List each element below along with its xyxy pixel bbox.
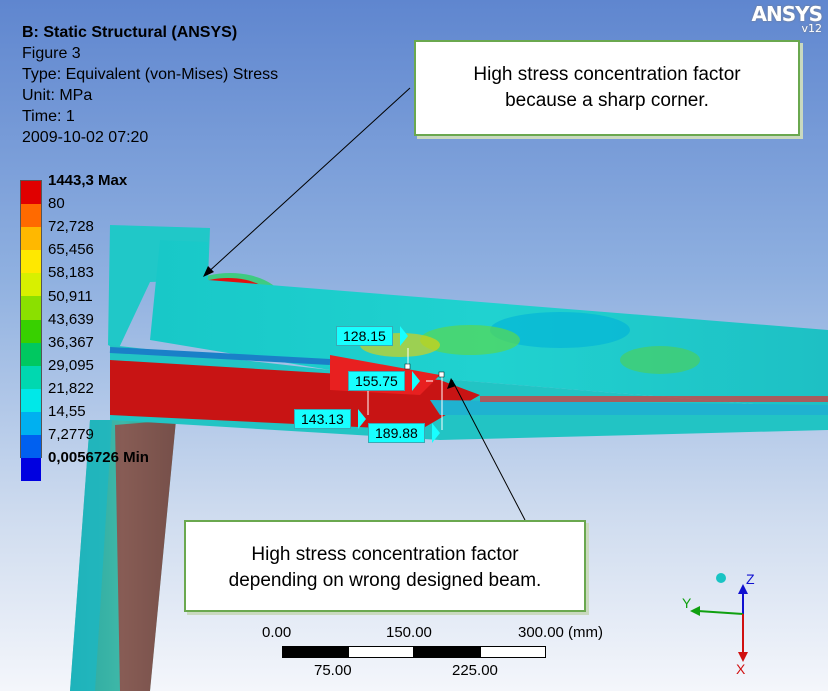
callout-wrong-beam: High stress concentration factor dependi… <box>184 520 586 612</box>
result-time: Time: 1 <box>22 108 75 125</box>
result-info: B: Static Structural (ANSYS) Figure 3 Ty… <box>22 22 278 148</box>
logo-brand: ANSYS <box>751 2 823 26</box>
legend-label: 21,822 <box>48 379 94 397</box>
scale-label: 0.00 <box>262 624 292 641</box>
bottom-callout-pointer <box>451 379 526 521</box>
inner-flange <box>109 347 331 365</box>
legend-color-band <box>21 342 41 366</box>
analysis-title: B: Static Structural (ANSYS) <box>22 24 238 41</box>
figure-label: Figure 3 <box>22 45 81 62</box>
callout-sharp-corner-line2: because a sharp corner. <box>505 90 709 111</box>
legend-color-band <box>21 273 41 297</box>
probe-pointer <box>358 409 366 429</box>
y-axis-line <box>697 610 744 615</box>
x-axis-label: X <box>736 661 746 676</box>
legend-label: 0,0056726 Min <box>48 449 149 467</box>
probe-label[interactable]: 143.13 <box>294 409 351 429</box>
callout-wrong-beam-line1: High stress concentration factor <box>251 544 519 565</box>
y-axis-arrow <box>690 606 700 616</box>
top-callout-arrowhead <box>203 266 214 277</box>
probe-label[interactable]: 128.15 <box>336 326 393 346</box>
legend-label: 65,456 <box>48 241 94 259</box>
beam-top-face <box>150 240 828 410</box>
scale-label: 150.00 <box>386 624 432 641</box>
result-unit: Unit: MPa <box>22 87 93 104</box>
legend-color-bar <box>20 180 42 482</box>
probe-label[interactable]: 155.75 <box>348 371 405 391</box>
legend-color-band <box>21 181 41 205</box>
top-callout-pointer <box>204 87 411 276</box>
z-axis-arrow <box>738 584 748 594</box>
legend-color-band <box>21 388 41 412</box>
bottom-callout-arrowhead <box>447 378 456 389</box>
callout-sharp-corner-line1: High stress concentration factor <box>473 64 741 85</box>
y-axis-label: Y <box>682 595 692 611</box>
scale-bar: 0.00 150.00 300.00 (mm) 75.00 225.00 <box>262 624 603 684</box>
legend-label: 50,911 <box>48 287 93 305</box>
scale-segment <box>348 646 414 658</box>
scale-label: 300.00 (mm) <box>518 624 604 641</box>
legend-label: 1443,3 Max <box>48 172 128 189</box>
legend-color-band <box>21 319 41 343</box>
scale-segment <box>414 646 480 658</box>
probe-pointer <box>432 423 440 443</box>
legend-color-band <box>21 227 41 251</box>
result-timestamp: 2009-10-02 07:20 <box>22 129 149 146</box>
probe-label[interactable]: 189.88 <box>368 423 425 443</box>
legend-color-band <box>21 458 41 482</box>
callout-wrong-beam-line2: depending on wrong designed beam. <box>228 570 542 591</box>
legend-label: 58,183 <box>48 264 94 282</box>
legend-color-band <box>21 365 41 389</box>
vertical-leg <box>70 420 176 691</box>
x-axis-arrow <box>738 652 748 662</box>
legend-label: 7,2779 <box>48 426 94 444</box>
legend-color-band <box>21 435 41 459</box>
ansys-logo: ANSYS v12 <box>751 2 823 35</box>
legend-label: 36,367 <box>48 333 94 351</box>
legend-label: 72,728 <box>48 218 94 236</box>
legend-label: 43,639 <box>48 310 94 328</box>
legend-label: 80 <box>48 195 65 213</box>
callout-sharp-corner: High stress concentration factor because… <box>414 40 800 136</box>
probe-pointer <box>412 371 420 391</box>
scale-segment <box>282 646 348 658</box>
logo-version: v12 <box>801 22 822 35</box>
z-axis-label: Z <box>746 571 755 587</box>
legend-label: 14,55 <box>48 403 86 420</box>
legend-label: 29,095 <box>48 356 94 374</box>
probe-pointer <box>400 326 408 346</box>
coordinate-triad[interactable]: Z Y X <box>676 566 766 676</box>
scale-label: 225.00 <box>452 662 498 679</box>
probe-point-2 <box>438 371 445 378</box>
legend-color-band <box>21 204 41 228</box>
triad-origin-ball <box>716 573 726 583</box>
legend-color-band <box>21 296 41 320</box>
probe-point-1 <box>404 363 411 370</box>
result-type: Type: Equivalent (von-Mises) Stress <box>22 66 279 83</box>
legend-color-band <box>21 411 41 436</box>
legend-color-band <box>21 250 41 274</box>
scale-label: 75.00 <box>314 662 352 679</box>
scale-segment <box>480 646 546 658</box>
